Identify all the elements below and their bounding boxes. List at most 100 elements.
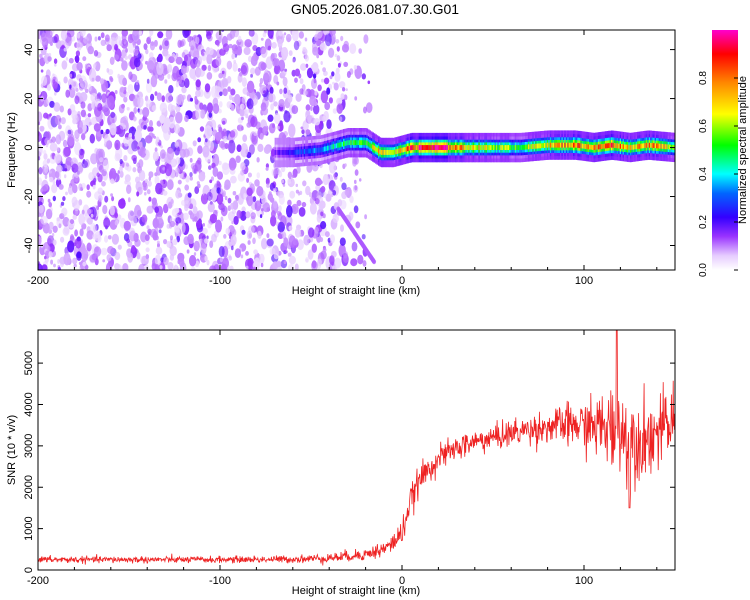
noise-blob [114,263,120,270]
signal-cell [603,143,606,149]
noise-blob [355,221,361,229]
noise-blob [81,133,86,141]
signal-cell [653,143,655,148]
noise-blob [121,103,125,109]
noise-blob [277,212,283,221]
noise-blob [262,202,270,213]
noise-blob [73,263,77,268]
noise-blob [73,199,80,212]
noise-blob [122,115,129,126]
noise-blob [155,136,160,143]
noise-blob [243,193,247,199]
noise-blob [272,188,277,193]
signal-cell [541,143,543,149]
noise-blob [229,30,235,39]
noise-blob [65,89,70,98]
noise-blob [59,105,64,113]
noise-blob [56,217,60,222]
noise-blob [154,175,160,185]
noise-blob [265,163,269,169]
noise-blob [92,184,96,190]
noise-blob [303,89,308,96]
noise-blob [270,103,274,111]
noise-blob [175,112,183,124]
noise-blob [267,193,273,201]
snr-marks [38,330,675,566]
noise-blob [96,205,99,211]
signal-cell [431,145,434,150]
noise-blob [309,95,317,107]
signal-cell [596,144,599,150]
signal-cell [452,145,454,150]
noise-blob [122,263,129,270]
noise-blob [332,108,338,114]
noise-blob [51,36,58,44]
noise-blob [54,91,57,96]
signal-cell [501,145,504,150]
noise-blob [287,178,292,184]
noise-blob [285,33,292,43]
signal-cell [423,145,425,150]
signal-cell [469,145,472,150]
y-tick-label: 5000 [23,351,35,375]
noise-blob [299,88,304,95]
signal-cell [360,140,363,146]
noise-blob [291,105,299,115]
noise-blob [38,90,42,96]
signal-cell [535,143,537,149]
noise-blob [317,84,322,92]
noise-blob [72,257,78,265]
noise-blob [263,72,270,84]
noise-blob [336,46,340,52]
noise-blob [193,216,198,222]
noise-blob [147,180,152,187]
noise-blob [216,187,221,194]
signal-cell [376,147,379,153]
noise-blob [273,74,279,84]
noise-blob [167,64,173,73]
noise-blob [42,37,49,49]
noise-blob [130,73,138,83]
noise-blob [208,47,214,56]
noise-blob [305,257,309,263]
noise-blob [187,233,194,244]
signal-cell [436,145,438,150]
signal-cell [414,145,417,150]
noise-blob [189,176,193,181]
noise-blob [181,86,187,94]
signal-cell [517,145,520,150]
noise-blob [86,190,92,198]
noise-blob [213,264,220,270]
noise-blob [77,111,81,117]
signal-cell [562,142,565,148]
noise-blob [117,170,121,174]
noise-blob [99,157,104,163]
noise-blob [339,176,343,182]
noise-blob [192,206,198,214]
streak-blob [372,259,377,265]
noise-blob [110,193,113,197]
signal-cell [484,145,487,150]
noise-blob [349,195,354,204]
noise-blob [155,182,163,195]
noise-blob [327,189,333,198]
noise-blob [63,47,68,52]
noise-blob [184,184,189,191]
signal-cell [392,150,395,155]
signal-cell [370,143,373,149]
noise-blob [79,228,84,237]
signal-cell [478,145,481,150]
signal-cell [576,142,578,148]
signal-cell [284,150,287,155]
x-tick-label: 0 [399,575,405,587]
noise-blob [351,241,358,252]
noise-blob [167,103,174,112]
noise-blob [315,184,321,191]
noise-blob [100,78,104,85]
noise-blob [195,36,200,45]
noise-blob [137,146,140,150]
signal-cell [362,140,364,146]
noise-blob [340,35,344,42]
noise-blob [339,116,343,122]
